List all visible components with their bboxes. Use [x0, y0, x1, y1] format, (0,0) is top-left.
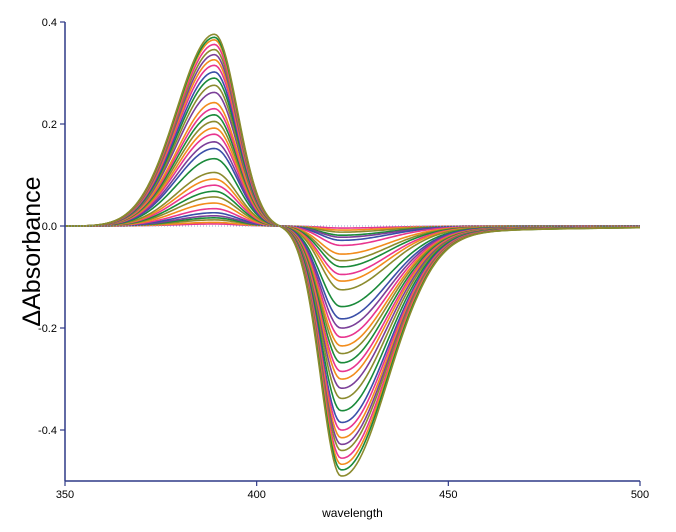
series-line: [64, 101, 641, 380]
series-line: [64, 84, 641, 400]
series-line: [64, 147, 641, 320]
y-tick-label: 0.2: [42, 119, 57, 131]
y-axis-title: ΔAbsorbance: [18, 176, 46, 326]
series-line: [64, 39, 641, 466]
y-tick-label: -0.4: [38, 425, 57, 437]
x-tick-label: 400: [247, 489, 265, 501]
series-line: [64, 71, 641, 424]
x-tick-label: 500: [631, 489, 649, 501]
axes-layer: [64, 22, 640, 482]
series-line: [64, 48, 641, 452]
series-layer: [64, 33, 641, 477]
ticks-layer: 0.4 0.2 0.0 -0.2 -0.4 350 400 450 500: [38, 17, 649, 501]
y-tick-label: 0.4: [42, 17, 57, 29]
series-line: [64, 43, 641, 459]
x-tick-label: 350: [56, 489, 74, 501]
series-line: [64, 33, 641, 477]
x-tick-label: 450: [439, 489, 457, 501]
series-line: [64, 53, 641, 446]
series-line: [64, 58, 641, 439]
y-tick-label: -0.2: [38, 323, 57, 335]
y-tick-label: 0.0: [42, 221, 57, 233]
x-axis-title: wavelength: [321, 506, 383, 520]
